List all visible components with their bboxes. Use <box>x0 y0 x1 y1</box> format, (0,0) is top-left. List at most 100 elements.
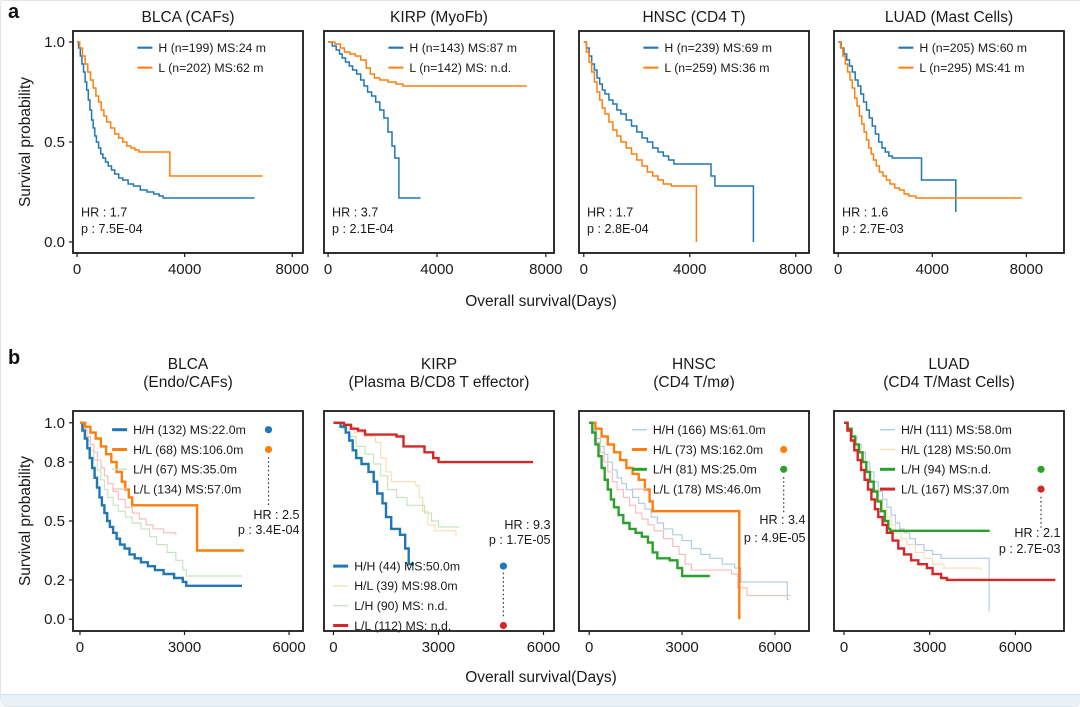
x-tick-label: 3000 <box>913 639 946 656</box>
plot-border <box>578 30 810 254</box>
km-curve-h <box>328 41 421 199</box>
survival-chart-a4: LUAD (Mast Cells) 0 4000 8000 H (n=205) MS:6… <box>833 9 1065 278</box>
km-curve-l <box>838 41 1022 199</box>
x-tick-label: 6000 <box>272 639 305 656</box>
p-value-label: p : 4.9E-05 <box>744 531 806 545</box>
km-curve-h-l <box>80 421 244 552</box>
plot-border <box>578 410 810 632</box>
survival-chart-b4: LUAD(CD4 T/Mast Cells) 0 3000 6000 H/H (111)… <box>833 356 1065 656</box>
comparison-dot-blue <box>264 426 273 434</box>
x-tick-label: 0 <box>73 261 81 278</box>
x-tick-label: 8000 <box>1010 261 1043 278</box>
km-curve-h <box>838 41 957 212</box>
y-tick-label: 0.5 <box>44 513 65 530</box>
comparison-dot-red <box>499 621 507 630</box>
plot-border <box>833 410 1065 632</box>
legend-label: H (n=143) MS:87 m <box>409 41 517 55</box>
y-tick-label: 1.0 <box>44 415 65 432</box>
km-curve-l <box>328 41 527 87</box>
charts-row-a: BLCA (CAFs) 0 4000 8000 0.0 0.5 1.0 H (n=199) M… <box>29 5 1078 283</box>
x-tick-label: 6000 <box>758 639 791 656</box>
x-tick-label: 6000 <box>527 639 560 656</box>
charts-row-b: BLCA (Endo/CAFs) 0 3000 6000 0.0 0.2 0.5 0.8 1.0 H… <box>29 353 1078 661</box>
comparison-dot-orange <box>264 445 273 454</box>
y-tick-label: 1.0 <box>44 34 65 51</box>
p-value-label: p : 2.1E-04 <box>332 222 394 236</box>
km-curve-l-h <box>80 422 242 577</box>
bottom-scroll-strip <box>1 694 1080 706</box>
panel-title: BLCA <box>168 356 209 373</box>
comparison-dot-green <box>1037 465 1045 473</box>
plot-border <box>833 30 1065 254</box>
panel-a-letter: a <box>8 1 20 23</box>
x-tick-label: 0 <box>324 261 332 278</box>
x-tick-label: 0 <box>585 639 593 656</box>
legend-label: H/H (44) MS:50.0m <box>354 559 460 573</box>
p-value-label: p : 2.7E-03 <box>999 542 1061 556</box>
x-tick-label: 6000 <box>999 639 1032 656</box>
legend-label: H/H (132) MS:22.0m <box>133 423 246 437</box>
km-curve-h <box>583 41 755 242</box>
hazard-ratio-label: HR : 1.6 <box>842 205 888 219</box>
p-value-label: p : 2.8E-04 <box>587 222 649 236</box>
comparison-dot-blue <box>499 562 507 570</box>
x-tick-label: 0 <box>580 261 588 278</box>
km-curve-l-l <box>333 421 533 464</box>
x-tick-label: 0 <box>834 261 842 278</box>
km-curve-h-l <box>589 421 741 620</box>
legend-label: L/L (112) MS: n.d. <box>354 619 451 633</box>
legend-label: H/L (73) MS:162.0m <box>653 443 763 457</box>
legend-label: L/H (90) MS: n.d. <box>354 599 448 613</box>
p-value-label: p : 1.7E-05 <box>489 533 551 547</box>
panel-title: (Endo/CAFs) <box>143 374 233 391</box>
p-value-label: p : 3.4E-04 <box>238 523 300 537</box>
survival-chart-b3: HNSC(CD4 T/mø) 0 3000 6000 H/H (166) MS:61.0… <box>578 356 810 656</box>
km-curve-l-l <box>80 422 177 535</box>
panel-b-letter: b <box>8 347 21 369</box>
x-tick-label: 0 <box>329 639 337 656</box>
x-tick-label: 3000 <box>422 639 455 656</box>
legend-label: H/L (68) MS:106.0m <box>133 443 243 457</box>
km-curve-l-l <box>589 422 791 597</box>
legend-label: L/H (67) MS:35.0m <box>133 463 237 477</box>
x-tick-label: 4000 <box>916 261 949 278</box>
plot-border <box>323 30 555 254</box>
km-curve-l-h <box>333 422 460 528</box>
x-tick-label: 3000 <box>168 639 201 656</box>
panel-title: (CD4 T/mø) <box>653 374 735 391</box>
legend-label: H/H (166) MS:61.0m <box>653 423 766 437</box>
hazard-ratio-label: HR : 2.5 <box>253 508 299 522</box>
panel-title: BLCA (CAFs) <box>141 9 234 26</box>
legend-label: L/H (81) MS:25.0m <box>653 463 757 477</box>
y-tick-label: 0.8 <box>44 454 65 471</box>
legend-label: L (n=259) MS:36 m <box>664 61 769 75</box>
legend-label: L (n=142) MS: n.d. <box>409 61 511 75</box>
y-tick-label: 0.2 <box>44 572 65 589</box>
panel-title: LUAD <box>928 356 969 373</box>
y-tick-label: 0.0 <box>44 611 65 628</box>
x-axis-label-a: Overall survival(Days) <box>465 293 617 310</box>
p-value-label: p : 7.5E-04 <box>81 222 143 236</box>
legend-label: H (n=205) MS:60 m <box>919 41 1027 55</box>
survival-chart-a2: KIRP (MyoFb) 0 4000 8000 H (n=143) MS:87 m L … <box>323 9 563 278</box>
km-curve-h-h <box>589 422 789 601</box>
legend-label: L/L (178) MS:46.0m <box>653 482 761 496</box>
km-curve-l-l <box>844 421 1056 582</box>
x-tick-label: 3000 <box>665 639 698 656</box>
y-tick-label: 0.5 <box>44 134 65 151</box>
x-tick-label: 8000 <box>276 261 309 278</box>
legend-label: H/H (111) MS:58.0m <box>901 423 1012 437</box>
km-curve-h-h <box>844 422 990 612</box>
km-curve-h-h <box>333 421 414 566</box>
comparison-dot-red <box>1037 485 1045 493</box>
x-tick-label: 8000 <box>529 261 562 278</box>
legend-label: H (n=199) MS:24 m <box>158 41 266 55</box>
km-curve-l-h <box>589 421 710 578</box>
y-tick-label: 0.0 <box>44 234 65 251</box>
panel-title: KIRP (MyoFb) <box>390 9 488 26</box>
hazard-ratio-label: HR : 3.4 <box>759 513 805 527</box>
legend-label: L/L (167) MS:37.0m <box>901 482 1009 496</box>
km-curve-l <box>583 41 698 242</box>
legend-label: L/H (94) MS:n.d. <box>901 463 991 477</box>
